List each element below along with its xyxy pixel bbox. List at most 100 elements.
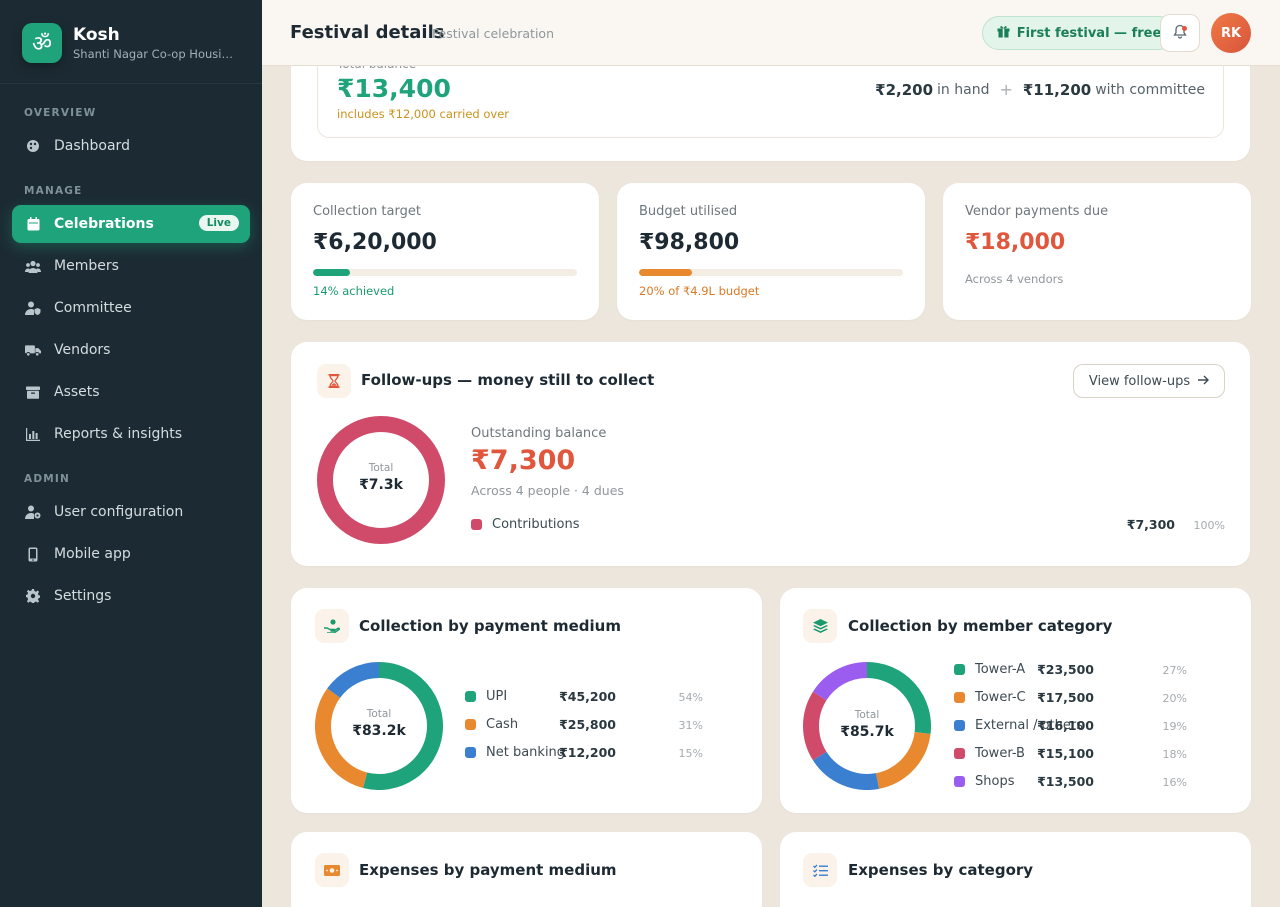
first-festival-badge[interactable]: First festival — free bbox=[982, 16, 1176, 50]
notification-dot bbox=[1182, 26, 1187, 31]
committee-amount: ₹11,200 bbox=[1022, 80, 1092, 99]
legend-label: External / others bbox=[975, 718, 1083, 733]
total-value: ₹85.7k bbox=[840, 724, 894, 740]
sidebar-item-settings[interactable]: Settings bbox=[12, 577, 250, 615]
member-category-title: Collection by member category bbox=[848, 617, 1113, 635]
bell-icon bbox=[1173, 24, 1187, 43]
sidebar-item-committee[interactable]: Committee bbox=[12, 289, 250, 327]
cash-icon bbox=[315, 853, 349, 887]
expenses-category-card: Expenses by category bbox=[780, 832, 1251, 907]
legend-item: Tower-B bbox=[954, 746, 1025, 761]
followups-donut bbox=[317, 416, 445, 544]
legend-percent: 100% bbox=[1193, 519, 1225, 532]
legend-swatch bbox=[465, 747, 476, 758]
legend-amount: ₹16,100 bbox=[1037, 718, 1094, 733]
sidebar-item-vendors[interactable]: Vendors bbox=[12, 331, 250, 369]
om-logo-icon: ॐ bbox=[22, 23, 62, 63]
stat-label: Budget utilised bbox=[639, 204, 738, 219]
legend-amount: ₹15,100 bbox=[1037, 746, 1094, 761]
sidebar-item-label: Settings bbox=[54, 588, 112, 604]
users-icon bbox=[25, 258, 41, 274]
archive-icon bbox=[25, 384, 41, 400]
budget-utilised-card: Budget utilised ₹98,800 20% of ₹4.9L bud… bbox=[617, 183, 925, 320]
legend-item: Tower-A bbox=[954, 662, 1025, 677]
sidebar-item-label: Vendors bbox=[54, 342, 111, 358]
donut-segment bbox=[327, 662, 380, 699]
sidebar-item-celebrations[interactable]: Celebrations Live bbox=[12, 205, 250, 243]
legend-item: External / others bbox=[954, 718, 1083, 733]
legend-swatch bbox=[465, 691, 476, 702]
donut-segment bbox=[363, 662, 443, 790]
legend-swatch bbox=[954, 664, 965, 675]
payment-medium-donut bbox=[315, 662, 443, 790]
sidebar-item-members[interactable]: Members bbox=[12, 247, 250, 285]
sidebar-item-mobile-app[interactable]: Mobile app bbox=[12, 535, 250, 573]
budget-progress-bar bbox=[639, 269, 903, 276]
layers-icon bbox=[803, 609, 837, 643]
checklist-icon bbox=[803, 853, 837, 887]
stat-label: Vendor payments due bbox=[965, 204, 1109, 219]
donut-center: Total ₹7.3k bbox=[317, 462, 445, 493]
plus-icon: + bbox=[999, 80, 1013, 99]
expenses-category-title: Expenses by category bbox=[848, 861, 1034, 879]
section-label-admin: ADMIN bbox=[24, 473, 70, 485]
page-subtitle: Festival celebration bbox=[432, 26, 554, 41]
legend-label: Shops bbox=[975, 774, 1015, 789]
donut-segment bbox=[875, 731, 931, 789]
followups-card: Follow-ups — money still to collect View… bbox=[291, 342, 1250, 566]
avatar[interactable]: RK bbox=[1211, 13, 1251, 53]
brand-name: Kosh bbox=[73, 24, 120, 45]
gift-icon bbox=[997, 25, 1010, 42]
sidebar-item-label: Committee bbox=[54, 300, 132, 316]
sidebar-item-user-configuration[interactable]: User configuration bbox=[12, 493, 250, 531]
notifications-button[interactable] bbox=[1160, 14, 1200, 52]
stat-label: Collection target bbox=[313, 204, 421, 219]
collection-target-card: Collection target ₹6,20,000 14% achieved bbox=[291, 183, 599, 320]
in-hand-label: in hand bbox=[937, 81, 990, 98]
legend-swatch bbox=[954, 776, 965, 787]
member-category-donut bbox=[803, 662, 931, 790]
arrow-right-icon bbox=[1198, 374, 1210, 389]
stat-note: Across 4 vendors bbox=[965, 272, 1064, 286]
view-followups-button[interactable]: View follow-ups bbox=[1073, 364, 1225, 398]
legend-item: Cash bbox=[465, 717, 518, 732]
legend-item: Net banking bbox=[465, 745, 565, 760]
legend-swatch bbox=[954, 748, 965, 759]
outstanding-label: Outstanding balance bbox=[471, 426, 607, 441]
payment-medium-title: Collection by payment medium bbox=[359, 617, 621, 635]
donut-segment bbox=[812, 751, 879, 790]
stat-value: ₹6,20,000 bbox=[313, 230, 437, 255]
sidebar-item-label: Assets bbox=[54, 384, 100, 400]
sidebar-item-dashboard[interactable]: Dashboard bbox=[12, 127, 250, 165]
vendor-payments-card: Vendor payments due ₹18,000 Across 4 ven… bbox=[943, 183, 1251, 320]
balance-value: ₹13,400 bbox=[337, 74, 451, 103]
legend-amount: ₹17,500 bbox=[1037, 690, 1094, 705]
gear-icon bbox=[25, 588, 41, 604]
button-label: View follow-ups bbox=[1088, 373, 1191, 389]
followups-title: Follow-ups — money still to collect bbox=[361, 371, 655, 389]
page-title: Festival details bbox=[290, 22, 445, 43]
chart-icon bbox=[25, 426, 41, 442]
legend-amount: ₹13,500 bbox=[1037, 774, 1094, 789]
total-value: ₹83.2k bbox=[352, 723, 406, 739]
truck-icon bbox=[25, 342, 41, 358]
palette-icon bbox=[25, 138, 41, 154]
user-shield-icon bbox=[25, 300, 41, 316]
section-label-overview: OVERVIEW bbox=[24, 107, 97, 119]
legend-item: Contributions bbox=[471, 517, 580, 532]
legend-swatch bbox=[465, 719, 476, 730]
total-label: Total bbox=[366, 708, 392, 720]
outstanding-value: ₹7,300 bbox=[471, 445, 576, 476]
sidebar-item-assets[interactable]: Assets bbox=[12, 373, 250, 411]
balance-breakdown: ₹2,200 in hand + ₹11,200 with committee bbox=[875, 80, 1205, 99]
legend-item: Tower-C bbox=[954, 690, 1026, 705]
outstanding-sub: Across 4 people · 4 dues bbox=[471, 483, 624, 498]
brand[interactable]: ॐ Kosh Shanti Nagar Co-op Housin… bbox=[22, 23, 233, 63]
stat-note: 14% achieved bbox=[313, 284, 395, 298]
donut-center: Total ₹85.7k bbox=[803, 709, 931, 740]
in-hand-amount: ₹2,200 bbox=[875, 80, 934, 99]
sidebar-item-label: User configuration bbox=[54, 504, 184, 520]
sidebar-item-reports[interactable]: Reports & insights bbox=[12, 415, 250, 453]
legend-label: UPI bbox=[486, 689, 508, 704]
legend-percent: 20% bbox=[1162, 692, 1187, 705]
